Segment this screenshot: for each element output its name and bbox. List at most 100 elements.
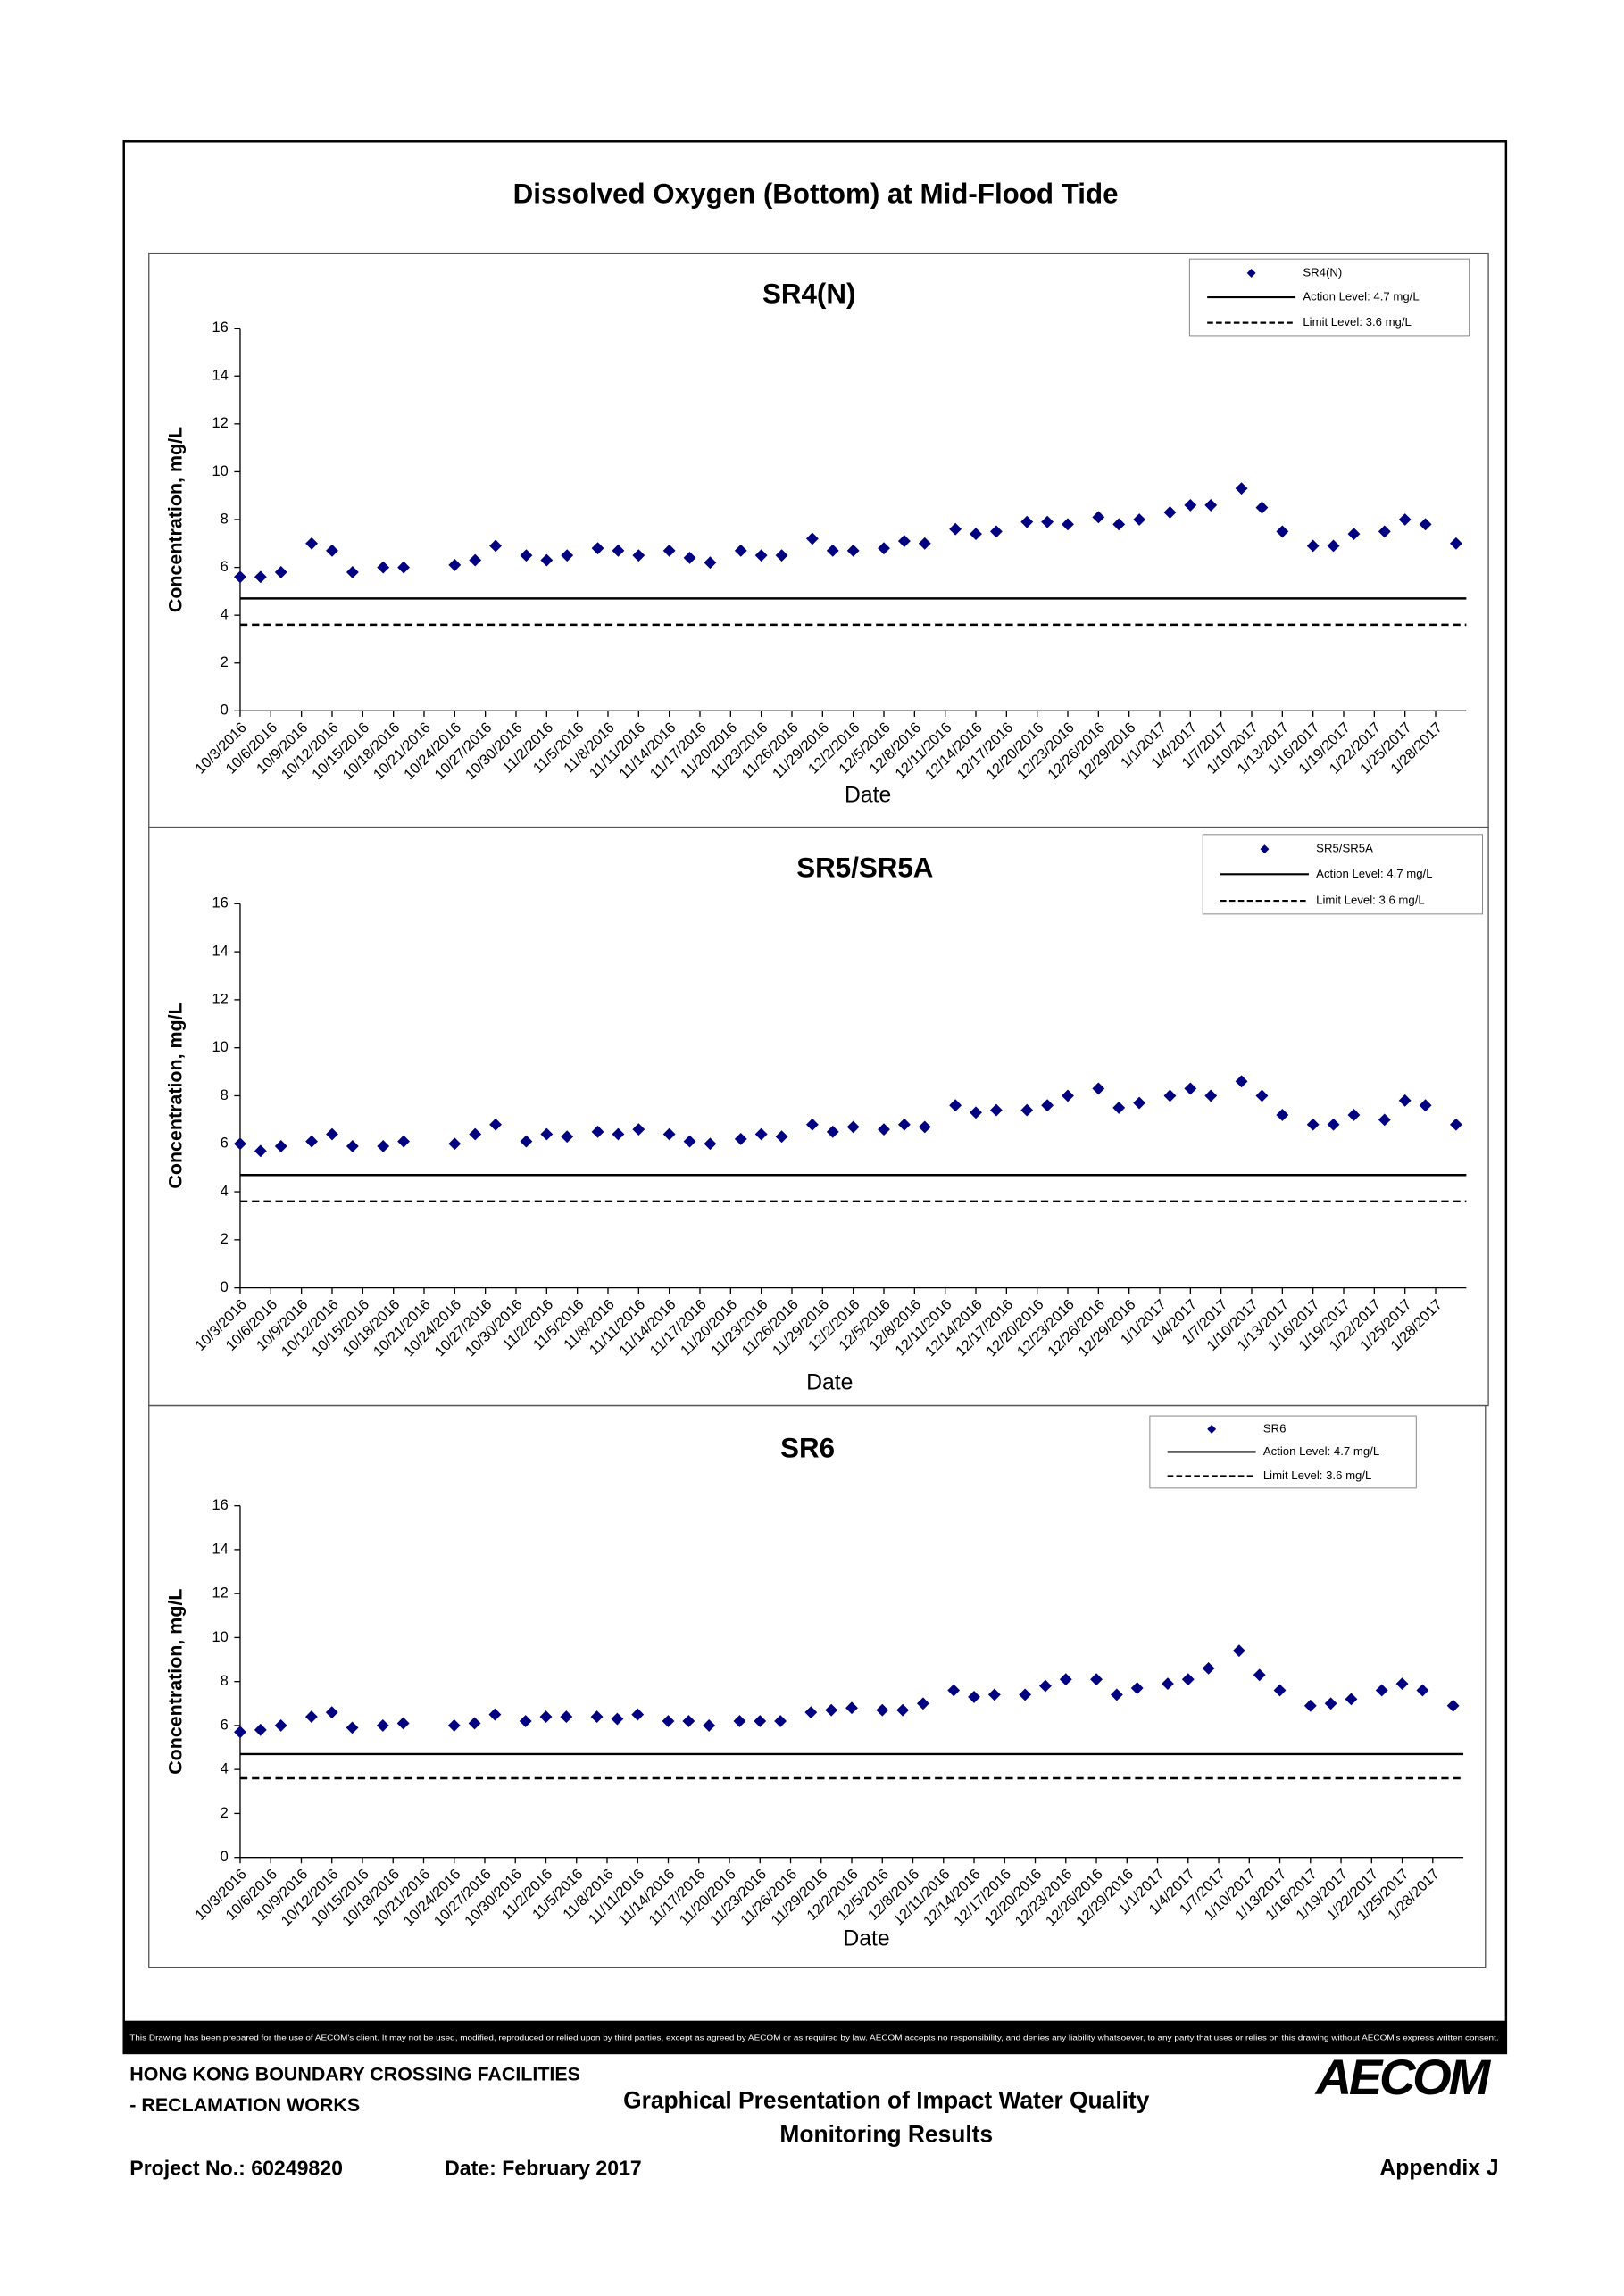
data-point xyxy=(662,1715,675,1727)
legend-label: Limit Level: 3.6 mg/L xyxy=(1263,1468,1372,1482)
legend-marker xyxy=(1260,844,1270,854)
data-point xyxy=(1303,1699,1317,1712)
data-point xyxy=(1019,1688,1032,1701)
data-point xyxy=(376,1718,389,1732)
data-point xyxy=(1133,1096,1146,1110)
data-point xyxy=(1395,1677,1409,1691)
legend-label: SR5/SR5A xyxy=(1316,842,1373,855)
data-point xyxy=(878,542,890,555)
data-point xyxy=(846,544,860,557)
data-point xyxy=(325,1706,338,1719)
data-point xyxy=(1133,513,1146,526)
data-point xyxy=(346,1140,359,1152)
data-point xyxy=(346,1721,359,1734)
legend-label: SR6 xyxy=(1263,1421,1287,1435)
data-point xyxy=(274,1140,287,1152)
data-point xyxy=(1130,1682,1144,1694)
data-point xyxy=(254,1723,267,1736)
data-point xyxy=(346,566,359,578)
y-tick-label: 6 xyxy=(221,559,229,575)
data-point xyxy=(1327,539,1340,553)
data-point xyxy=(1181,1673,1195,1686)
data-point xyxy=(775,549,788,562)
data-point xyxy=(734,544,747,557)
y-tick-label: 12 xyxy=(212,991,228,1007)
y-tick-label: 8 xyxy=(221,511,229,527)
data-point xyxy=(683,1135,696,1148)
data-point xyxy=(561,1130,574,1144)
data-point xyxy=(520,549,533,562)
data-point xyxy=(754,549,768,562)
data-point xyxy=(305,537,319,550)
data-point xyxy=(612,1127,625,1141)
data-point xyxy=(876,1703,889,1717)
data-point xyxy=(1324,1697,1337,1710)
y-tick-label: 16 xyxy=(212,320,228,336)
chart-panel xyxy=(148,1404,1487,1968)
data-point xyxy=(775,1130,788,1144)
data-point xyxy=(987,1688,1001,1701)
data-point xyxy=(754,1127,768,1141)
data-point xyxy=(305,1135,319,1148)
x-axis-label: Date xyxy=(845,783,891,807)
data-point xyxy=(1020,1103,1034,1117)
y-tick-label: 4 xyxy=(221,607,229,623)
data-point xyxy=(949,1099,962,1112)
y-tick-label: 4 xyxy=(221,1761,229,1777)
y-tick-label: 14 xyxy=(212,368,228,384)
drawing-title: Graphical Presentation of Impact Water Q… xyxy=(623,2086,1150,2113)
y-tick-label: 10 xyxy=(212,1039,228,1055)
data-point xyxy=(878,1123,890,1136)
data-point xyxy=(1110,1688,1123,1701)
data-point xyxy=(1375,1684,1388,1697)
y-tick-label: 14 xyxy=(212,1541,228,1557)
data-point xyxy=(1273,1684,1287,1697)
y-tick-label: 10 xyxy=(212,1629,228,1645)
data-point xyxy=(662,1127,676,1141)
y-tick-label: 16 xyxy=(212,895,228,911)
data-point xyxy=(1092,1082,1105,1095)
data-point xyxy=(845,1701,858,1715)
data-point xyxy=(274,566,287,578)
y-tick-label: 12 xyxy=(212,415,228,431)
data-point xyxy=(488,1708,502,1721)
data-point xyxy=(949,522,962,536)
project-line: HONG KONG BOUNDARY CROSSING FACILITIES xyxy=(129,2063,580,2084)
data-point xyxy=(1039,1679,1052,1693)
y-tick-label: 0 xyxy=(221,703,229,719)
project-line: - RECLAMATION WORKS xyxy=(129,2094,360,2116)
y-tick-label: 10 xyxy=(212,463,228,479)
data-point xyxy=(632,549,645,562)
y-tick-label: 2 xyxy=(221,654,229,670)
data-point xyxy=(1059,1673,1072,1686)
y-tick-label: 8 xyxy=(221,1087,229,1103)
data-point xyxy=(590,1710,604,1723)
chart-title: SR6 xyxy=(780,1432,835,1463)
data-point xyxy=(469,1127,482,1141)
data-point xyxy=(825,1703,838,1717)
disclaimer-bar xyxy=(123,2020,1506,2053)
logo: AECOM xyxy=(1314,2049,1492,2105)
data-point xyxy=(774,1715,787,1727)
y-tick-label: 14 xyxy=(212,943,228,959)
data-point xyxy=(520,1135,533,1148)
y-axis-label: Concentration, mg/L xyxy=(165,1589,187,1775)
data-point xyxy=(234,1726,246,1739)
legend-label: Action Level: 4.7 mg/L xyxy=(1316,867,1432,880)
data-point xyxy=(539,1710,553,1723)
appendix: Appendix J xyxy=(1379,2157,1498,2181)
data-point xyxy=(947,1684,961,1697)
x-axis-label: Date xyxy=(843,1927,889,1951)
data-point xyxy=(377,1140,390,1152)
data-point xyxy=(468,1717,481,1730)
data-point xyxy=(489,539,503,553)
data-point xyxy=(448,558,462,571)
drawing-title: Monitoring Results xyxy=(779,2120,993,2147)
data-point xyxy=(1090,1673,1103,1686)
data-point xyxy=(540,1127,554,1141)
data-point xyxy=(918,537,931,550)
y-tick-label: 2 xyxy=(221,1231,229,1247)
data-point xyxy=(1416,1684,1429,1697)
legend-label: SR4(N) xyxy=(1303,265,1342,279)
